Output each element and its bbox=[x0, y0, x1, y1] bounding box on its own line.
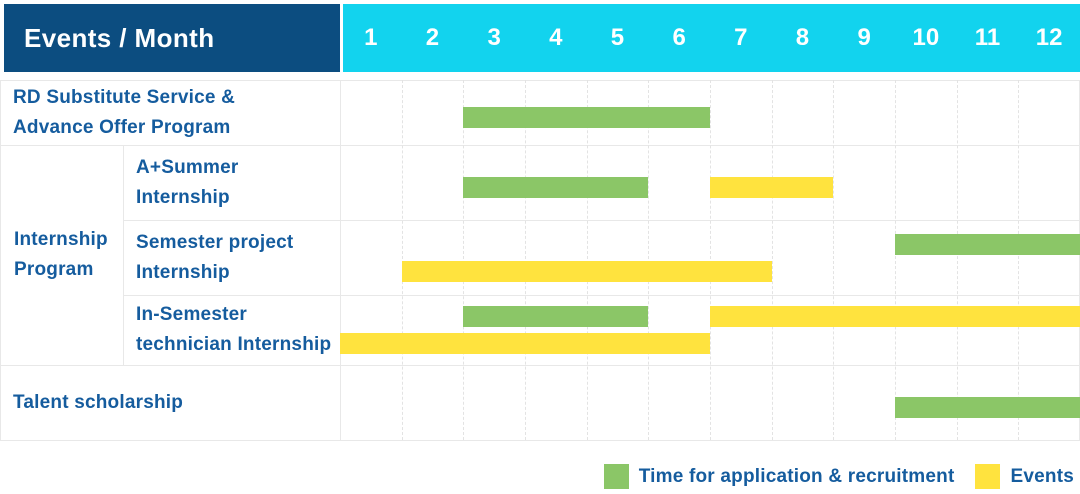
row-label-line: technician Internship bbox=[136, 334, 332, 355]
legend-swatch-events bbox=[975, 464, 1001, 489]
month-label-3: 3 bbox=[487, 24, 501, 51]
header-title: Events / Month bbox=[24, 22, 215, 53]
legend-label: Time for application & recruitment bbox=[638, 465, 955, 487]
month-separator-line bbox=[833, 80, 835, 440]
month-label-9: 9 bbox=[857, 24, 871, 51]
bar-events-m2-7 bbox=[401, 260, 772, 282]
legend: Time for application & recruitment Events bbox=[603, 464, 1074, 489]
row-label-cell: RD Substitute Service & Advance Offer Pro… bbox=[0, 80, 340, 145]
month-separator-line bbox=[648, 80, 650, 440]
legend-item-application_recruitment: Time for application & recruitment bbox=[603, 464, 955, 489]
month-separator-line bbox=[771, 80, 773, 440]
group-label-cell: Internship Program bbox=[0, 145, 123, 365]
month-separator-line bbox=[710, 80, 711, 440]
month-label-4: 4 bbox=[549, 24, 563, 51]
gridline-horizontal bbox=[0, 440, 1080, 441]
bar-application_recruitment-m10-12 bbox=[895, 233, 1080, 255]
month-label-2: 2 bbox=[425, 24, 440, 51]
row-label-line: In-Semester bbox=[136, 304, 247, 325]
legend-swatch-application_recruitment bbox=[603, 464, 629, 489]
row-label-cell: A+Summer Internship bbox=[123, 145, 340, 220]
bar-events-m1-6 bbox=[340, 333, 710, 354]
gridline-horizontal bbox=[0, 80, 1080, 81]
month-separator-line bbox=[586, 80, 588, 440]
month-separator-line bbox=[525, 80, 526, 440]
gridline-vertical bbox=[123, 145, 124, 365]
legend-label: Events bbox=[1010, 465, 1074, 487]
month-label-6: 6 bbox=[672, 24, 686, 51]
row-label-line: Advance Offer Program bbox=[13, 116, 231, 138]
bar-application_recruitment-m3-5 bbox=[463, 177, 649, 198]
month-separator-line bbox=[401, 80, 403, 440]
gridline-vertical bbox=[340, 80, 341, 440]
month-header-bar bbox=[343, 4, 1080, 72]
row-label-line: A+Summer bbox=[136, 156, 239, 178]
row-label-line: RD Substitute Service & bbox=[13, 86, 236, 108]
gridline-vertical bbox=[0, 80, 1, 440]
row-label-cell: Semester project Internship bbox=[123, 220, 340, 295]
month-separator-line bbox=[895, 80, 896, 440]
month-label-10: 10 bbox=[912, 24, 940, 51]
bar-events-m7-8 bbox=[710, 177, 834, 198]
gridline-horizontal bbox=[123, 220, 1080, 221]
month-label-7: 7 bbox=[734, 24, 748, 51]
bar-events-m7-12 bbox=[710, 306, 1080, 327]
group-label-line: Internship bbox=[14, 229, 108, 250]
month-separator-line bbox=[463, 80, 465, 440]
row-label-line: Internship bbox=[136, 261, 230, 283]
month-label-12: 12 bbox=[1035, 24, 1063, 51]
bar-application_recruitment-m3-6 bbox=[463, 107, 710, 128]
row-label-line: Internship bbox=[136, 186, 230, 208]
bar-application_recruitment-m3-5 bbox=[463, 306, 649, 327]
month-label-8: 8 bbox=[795, 24, 810, 51]
gridline-horizontal bbox=[0, 365, 1080, 366]
bar-application_recruitment-m10-12 bbox=[895, 397, 1080, 418]
legend-item-events: Events bbox=[975, 464, 1074, 489]
month-separator-line bbox=[1018, 80, 1020, 440]
month-label-1: 1 bbox=[364, 24, 378, 51]
gridline-horizontal bbox=[123, 295, 1080, 296]
row-label-line: Semester project bbox=[136, 231, 294, 253]
gridline-horizontal bbox=[0, 145, 1080, 146]
row-label-cell: In-Semester technician Internship bbox=[123, 295, 340, 365]
header-title-cell: Events / Month bbox=[4, 4, 340, 72]
group-label-line: Program bbox=[14, 259, 94, 280]
row-label-line: Talent scholarship bbox=[13, 391, 184, 413]
month-label-5: 5 bbox=[610, 24, 625, 51]
month-separator-line bbox=[956, 80, 958, 440]
month-label-11: 11 bbox=[974, 24, 1001, 51]
row-label-cell: Talent scholarship bbox=[0, 365, 340, 440]
